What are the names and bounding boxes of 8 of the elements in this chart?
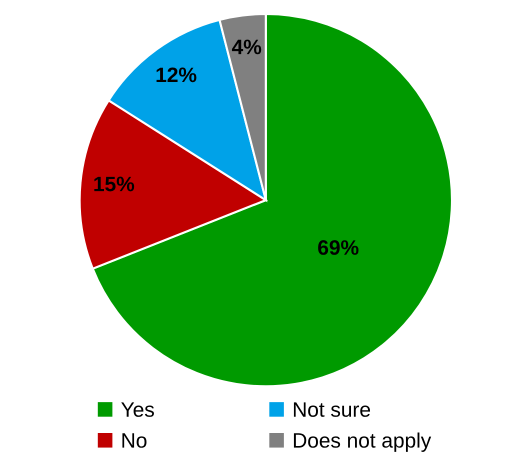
data-label: 69% xyxy=(318,240,358,255)
data-label: 12% xyxy=(156,67,196,82)
legend-label: Does not apply xyxy=(294,432,432,452)
legend-label: No xyxy=(122,433,146,448)
data-label: 4% xyxy=(232,40,262,54)
legend-label: Not sure xyxy=(294,402,370,417)
data-label: 15% xyxy=(94,176,134,192)
legend-label: Yes xyxy=(121,402,154,417)
